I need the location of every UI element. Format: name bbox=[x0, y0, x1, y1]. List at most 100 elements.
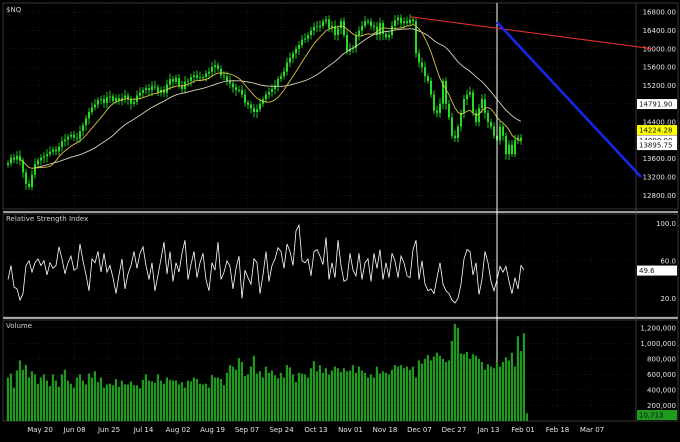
candle-body bbox=[514, 140, 516, 155]
candle-body bbox=[172, 78, 174, 82]
volume-bar bbox=[237, 358, 240, 421]
volume-bar bbox=[393, 365, 396, 421]
x-tick-label: Aug 02 bbox=[166, 426, 191, 434]
volume-bar bbox=[246, 374, 249, 421]
volume-bar bbox=[312, 361, 315, 421]
candle-body bbox=[511, 144, 513, 155]
volume-bar bbox=[354, 372, 357, 421]
volume-bar bbox=[291, 374, 294, 421]
candle-body bbox=[274, 85, 276, 90]
x-tick-label: Mar 07 bbox=[580, 426, 604, 434]
volume-bar bbox=[255, 373, 258, 421]
volume-bar bbox=[462, 354, 465, 421]
volume-bar bbox=[525, 413, 528, 421]
volume-bar bbox=[450, 340, 453, 421]
volume-bar bbox=[192, 377, 195, 421]
volume-bar bbox=[486, 364, 489, 421]
volume-bar bbox=[498, 366, 501, 421]
candle-body bbox=[193, 75, 195, 78]
candle-body bbox=[442, 80, 444, 104]
candle-body bbox=[139, 92, 141, 96]
candle-body bbox=[412, 19, 414, 22]
volume-bar bbox=[294, 382, 297, 421]
candle-body bbox=[502, 126, 504, 136]
volume-bar bbox=[204, 383, 207, 421]
volume-bar bbox=[21, 369, 24, 421]
y-tick-label: 100.0 bbox=[656, 220, 676, 228]
volume-bar bbox=[132, 385, 135, 421]
candle-body bbox=[418, 53, 420, 63]
candle-body bbox=[475, 112, 477, 123]
volume-bar bbox=[516, 336, 519, 421]
candle-body bbox=[472, 92, 474, 113]
candle-body bbox=[205, 73, 207, 78]
candle-body bbox=[454, 135, 456, 139]
volume-bar bbox=[60, 374, 63, 421]
y-tick-label: 60.0 bbox=[660, 257, 676, 265]
candle-body bbox=[307, 35, 309, 39]
volume-bar bbox=[318, 365, 321, 421]
candle-body bbox=[199, 77, 201, 79]
candle-body bbox=[25, 172, 27, 184]
candle-body bbox=[43, 156, 45, 158]
volume-bar bbox=[159, 380, 162, 421]
volume-bar bbox=[282, 377, 285, 421]
volume-bar bbox=[171, 380, 174, 421]
y-tick-label: 800,000 bbox=[647, 355, 676, 363]
candle-body bbox=[124, 95, 126, 99]
candle-body bbox=[55, 149, 57, 152]
x-tick-label: Jun 25 bbox=[97, 426, 120, 434]
volume-bar bbox=[396, 366, 399, 421]
candle-body bbox=[196, 75, 198, 79]
candle-body bbox=[67, 136, 69, 140]
volume-bar bbox=[126, 384, 129, 421]
candle-body bbox=[451, 117, 453, 136]
price-flag-label: 14224.28 bbox=[639, 127, 672, 135]
volume-bar bbox=[399, 365, 402, 421]
candle-body bbox=[226, 76, 228, 81]
candle-body bbox=[34, 164, 36, 175]
candle-body bbox=[145, 88, 147, 90]
candle-body bbox=[358, 30, 360, 36]
volume-bar bbox=[489, 366, 492, 421]
volume-bar bbox=[510, 352, 513, 421]
candle-body bbox=[493, 126, 495, 136]
volume-bar bbox=[465, 351, 468, 421]
y-tick-label: 16800.00 bbox=[643, 9, 676, 17]
volume-bar bbox=[471, 354, 474, 421]
volume-bar bbox=[99, 377, 102, 421]
volume-bar bbox=[357, 366, 360, 421]
volume-bar bbox=[129, 381, 132, 421]
volume-bar bbox=[372, 377, 375, 421]
volume-bar bbox=[375, 366, 378, 421]
candle-body bbox=[109, 96, 111, 98]
volume-bar bbox=[135, 385, 138, 421]
y-tick-label: 600,000 bbox=[647, 371, 676, 379]
candle-body bbox=[10, 157, 12, 164]
candle-body bbox=[295, 48, 297, 54]
volume-bar bbox=[333, 366, 336, 421]
volume-bar bbox=[111, 385, 114, 421]
volume-bar bbox=[51, 374, 54, 421]
volume-flag-label: 10,713 bbox=[639, 412, 664, 420]
x-tick-label: May 20 bbox=[27, 426, 53, 434]
candle-body bbox=[427, 76, 429, 81]
volume-bar bbox=[300, 373, 303, 421]
volume-bar bbox=[108, 383, 111, 421]
volume-bar bbox=[9, 373, 12, 421]
candle-body bbox=[166, 84, 168, 93]
candle-body bbox=[385, 34, 387, 38]
candle-body bbox=[337, 28, 339, 36]
candle-body bbox=[466, 94, 468, 100]
y-tick-label: 20.0 bbox=[660, 295, 676, 303]
volume-bar bbox=[438, 355, 441, 421]
y-tick-label: 1,000,000 bbox=[640, 340, 676, 348]
volume-bar bbox=[348, 370, 351, 421]
volume-bar bbox=[102, 387, 105, 421]
candle-body bbox=[478, 108, 480, 123]
candle-body bbox=[286, 62, 288, 72]
candle-body bbox=[175, 78, 177, 82]
volume-bar bbox=[48, 386, 51, 421]
volume-bar bbox=[198, 383, 201, 421]
